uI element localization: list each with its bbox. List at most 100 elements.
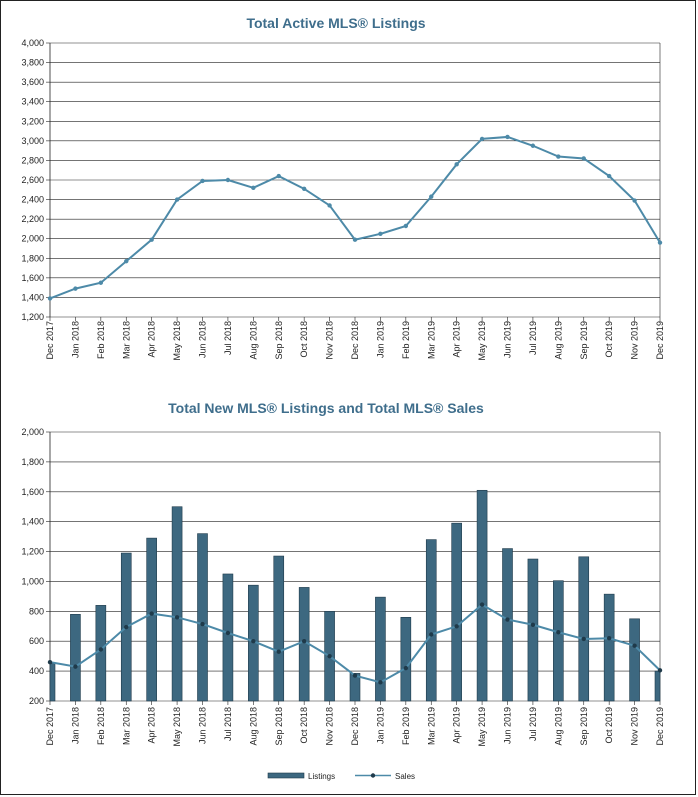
active-listings-point [479,136,485,142]
y-tick-label: 1,800 [21,253,44,263]
y-tick-label: 2,000 [21,234,44,244]
x-tick-label: Jul 2018 [223,321,233,355]
sales-point [403,665,409,671]
x-tick-label: Jun 2019 [503,707,513,744]
x-tick-label: Sep 2019 [579,321,589,360]
listings-bar [349,673,361,702]
listings-bar [553,580,564,702]
x-tick-label: Dec 2018 [350,321,360,360]
y-tick-label: 3,000 [21,136,44,146]
sales-point [632,643,637,648]
x-tick-label: May 2019 [477,321,487,361]
active-listings-point [47,296,53,301]
sales-point [174,615,180,620]
active-listings-point [200,178,205,184]
x-tick-label: Mar 2019 [426,707,436,745]
y-tick-label: 3,600 [21,77,44,87]
y-tick-label: 4,000 [21,38,44,48]
x-tick-label: Oct 2018 [299,321,309,358]
active-listings-chart: Total Active MLS® Listings 1,200 1,400 1,6… [21,15,665,361]
active-listings-point [352,237,358,242]
x-tick-label: Nov 2018 [325,707,335,746]
sales-point [429,632,434,637]
x-tick-label: Apr 2018 [147,707,157,744]
listings-bar [70,614,81,702]
active-listings-point [429,194,434,199]
y-tick-label: 2,400 [21,195,44,205]
x-tick-label: Sep 2019 [579,707,589,746]
y-tick-label: 2,600 [21,175,44,185]
y-tick-label: 1,200 [21,312,44,322]
y-tick-label: 1,200 [21,547,44,557]
x-tick-label: Oct 2019 [604,707,614,744]
legend: Listings Sales [267,772,415,781]
active-listings-point [632,198,637,203]
x-tick-label: Oct 2018 [299,707,309,744]
active-listings-title: Total Active MLS® Listings [246,15,425,31]
active-listings-point [454,162,459,167]
y-tick-label: 600 [29,636,44,646]
y-tick-label: 1,600 [21,487,44,497]
sales-point [606,636,612,641]
listings-bar [629,618,640,702]
active-listings-point [606,173,612,179]
x-tick-label: Feb 2019 [401,707,411,745]
x-tick-label: Oct 2019 [604,321,614,358]
x-tick-label: May 2019 [477,707,487,747]
x-tick-label: Aug 2018 [248,707,258,746]
active-listings-point [174,197,180,202]
legend-listings-swatch [267,772,305,779]
y-tick-label: 3,200 [21,116,44,126]
y-tick-label: 3,400 [21,97,44,107]
x-tick-label: Nov 2018 [325,321,335,360]
y-tick-label: 400 [29,666,44,676]
sales-point [251,639,256,644]
x-tick-label: Nov 2019 [630,707,640,746]
y-tick-label: 3,800 [21,58,44,68]
active-listings-point [98,280,104,285]
listings-bar [171,506,183,702]
listings-bar [603,593,615,702]
x-tick-label: May 2018 [172,321,182,361]
sales-line [49,603,661,684]
active-listings-point [530,143,536,148]
legend-sales-label: Sales [395,772,415,781]
x-tick-label: Aug 2019 [553,707,563,746]
sales-point [454,624,459,629]
sales-point [301,639,307,644]
listings-bar [95,605,107,702]
y-tick-label: 1,400 [21,517,44,527]
y-tick-label: 1,600 [21,273,44,283]
x-tick-label: Dec 2019 [655,321,665,360]
listings-bar [654,670,661,702]
listings-bar [375,596,386,702]
legend-listings-label: Listings [308,772,335,781]
listings-bar [502,548,513,702]
active-listings-point [124,259,129,264]
sales-point [124,624,129,630]
x-tick-label: Aug 2018 [248,321,258,360]
active-listings-point [149,237,154,242]
x-tick-label: Jul 2018 [223,707,233,741]
new-listings-sales-chart: Total New MLS® Listings and Total MLS® S… [21,400,665,781]
sales-point [47,659,53,665]
x-tick-label: Dec 2019 [655,707,665,746]
listings-bar [527,558,539,702]
listings-bar [49,663,56,702]
x-tick-label: Aug 2019 [553,321,563,360]
sales-point [479,602,485,607]
x-tick-label: Feb 2018 [96,321,106,359]
x-tick-label: Mar 2018 [121,321,131,359]
x-tick-label: Jun 2019 [503,321,513,358]
x-tick-label: Jul 2019 [528,321,538,355]
y-tick-label: 2,200 [21,214,44,224]
x-tick-label: Sep 2018 [274,321,284,360]
x-tick-label: Apr 2019 [452,707,462,744]
sales-point [73,664,78,669]
active-listings-point [505,134,510,140]
listings-bar [425,539,437,702]
x-tick-label: Jan 2018 [70,321,80,358]
sales-point [149,611,154,616]
x-tick-label: Mar 2019 [426,321,436,359]
